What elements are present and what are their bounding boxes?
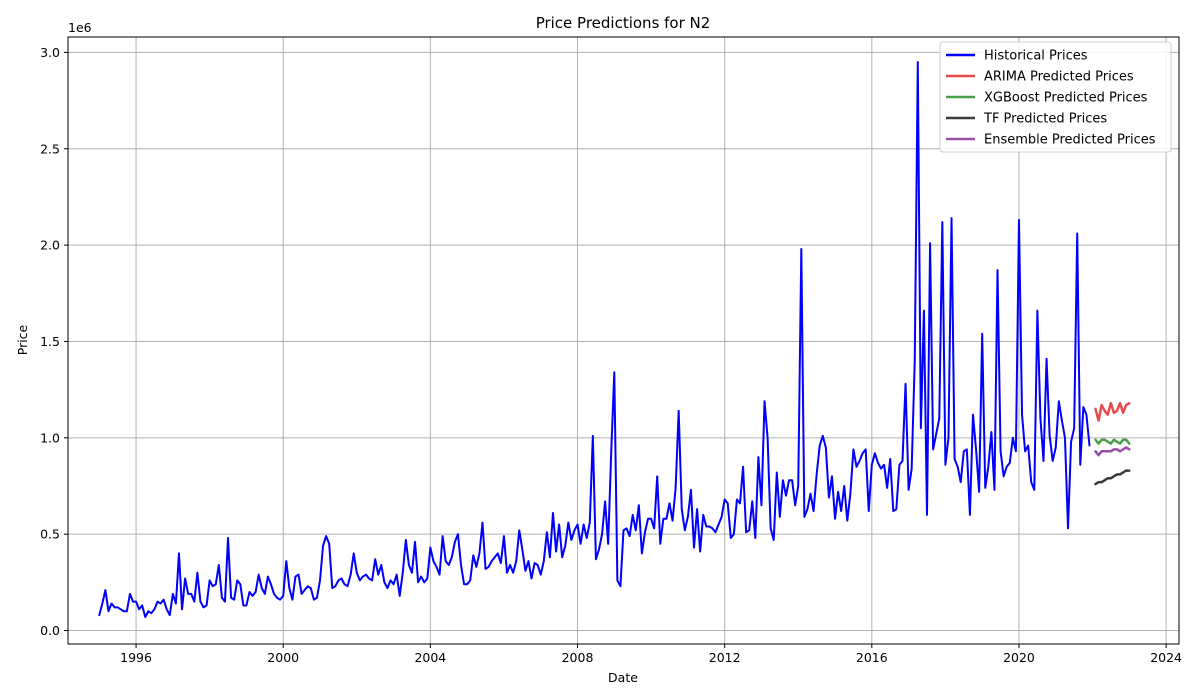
x-axis: 1996 2000 2004 2008 2012 2016 2020 2024 (120, 644, 1182, 665)
legend-label-xgboost: XGBoost Predicted Prices (984, 91, 1148, 106)
y-tick-label: 2.5 (40, 141, 60, 156)
x-tick-label: 2004 (414, 650, 446, 665)
y-tick-label: 1.5 (40, 334, 60, 349)
y-tick-label: 2.0 (40, 238, 60, 253)
legend-label-arima: ARIMA Predicted Prices (984, 70, 1134, 85)
legend-box (939, 41, 1172, 153)
series-line-tf (1094, 469, 1131, 486)
y-tick-label: 1.0 (40, 430, 60, 445)
legend: Historical Prices ARIMA Predicted Prices X… (939, 41, 1172, 153)
legend-label-ensemble: Ensemble Predicted Prices (984, 133, 1156, 148)
series-line-ensemble (1094, 446, 1131, 457)
legend-label-historical: Historical Prices (984, 49, 1088, 64)
x-tick-label: 2020 (1003, 650, 1035, 665)
series-line-xgboost (1094, 438, 1131, 445)
y-tick-label: 0.0 (40, 623, 60, 638)
plot-frame (67, 36, 1180, 645)
y-axis-title: Price (15, 324, 30, 355)
legend-entries: Historical Prices ARIMA Predicted Prices X… (946, 49, 1156, 148)
x-tick-label: 2000 (267, 650, 299, 665)
legend-label-tf: TF Predicted Prices (983, 112, 1107, 127)
series-lines (98, 61, 1131, 619)
x-tick-label: 2024 (1150, 650, 1182, 665)
series-line-arima (1094, 401, 1131, 422)
chart-title: Price Predictions for N2 (536, 14, 711, 32)
x-tick-label: 2008 (562, 650, 594, 665)
y-tick-label: 3.0 (40, 45, 60, 60)
y-axis: 0.0 0.5 1.0 1.5 2.0 2.5 3.0 (40, 45, 68, 638)
y-multiplier-label: 1e6 (68, 20, 92, 35)
x-tick-label: 1996 (120, 650, 152, 665)
x-axis-title: Date (608, 670, 638, 685)
x-tick-label: 2016 (856, 650, 888, 665)
y-tick-label: 0.5 (40, 527, 60, 542)
series-line-historical (98, 61, 1091, 619)
x-tick-label: 2012 (709, 650, 741, 665)
